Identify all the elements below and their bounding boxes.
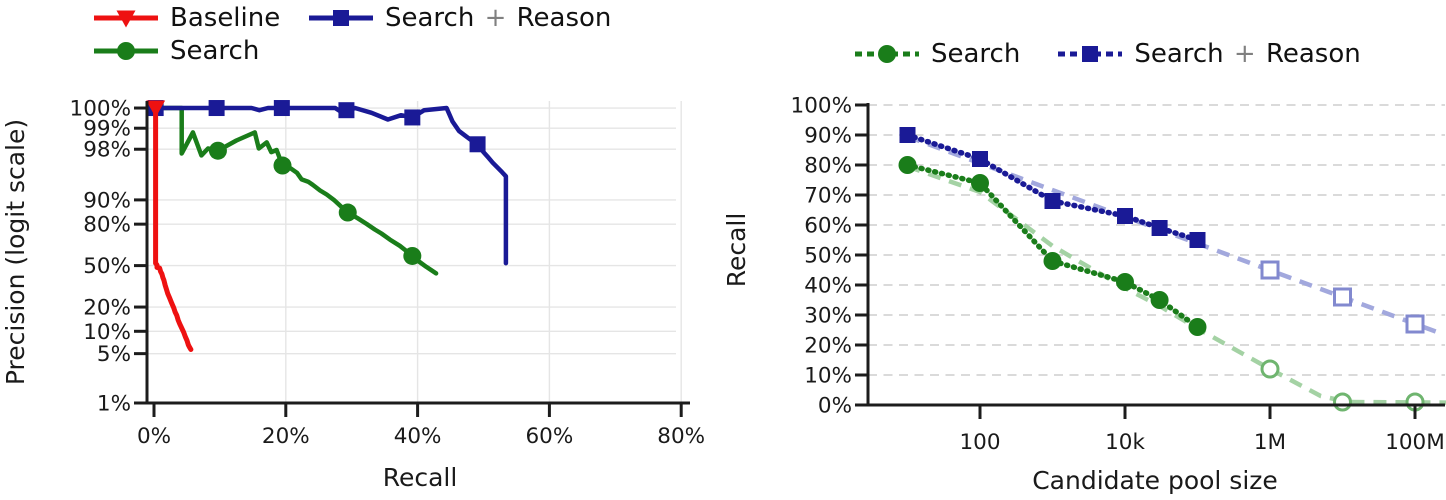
legend-item-search: Search	[853, 39, 1020, 69]
y-tick-label: 0%	[818, 394, 852, 419]
x-tick-label: 60%	[526, 424, 574, 449]
search-marker	[273, 156, 292, 175]
gridlines	[147, 101, 682, 403]
baseline-line	[153, 105, 194, 352]
search-marker	[1116, 273, 1134, 291]
x-tick-label: 100	[959, 430, 1000, 455]
y-tick-label: 80%	[83, 213, 131, 238]
search-marker	[338, 203, 357, 222]
search-reason-marker	[273, 100, 290, 117]
legend-marker-square	[1082, 46, 1099, 62]
y-tick-label: 10%	[83, 320, 131, 345]
legend-swatch	[309, 10, 373, 26]
x-tick-label: 80%	[657, 424, 705, 449]
legend-item-search-reason: Search + Reason	[307, 3, 611, 33]
search-marker	[898, 156, 917, 174]
search-reason-marker	[1189, 232, 1206, 248]
x-tick-label: 0%	[137, 424, 171, 449]
x-tick-label: 20%	[262, 424, 310, 449]
y-tick-label: 10%	[804, 364, 852, 389]
y-tick-label: 20%	[83, 296, 131, 321]
search-reason-marker	[338, 102, 355, 119]
legend-marker-square	[333, 10, 349, 26]
y-tick-label: 98%	[83, 138, 131, 163]
search-extrapolated-marker	[1333, 392, 1352, 412]
legend-label: Search	[170, 36, 260, 66]
legend-item-search-reason: Search + Reason	[1056, 39, 1361, 69]
y-tick-label: 100%	[791, 94, 852, 119]
y-tick-label: 99%	[83, 117, 131, 142]
search-reason-marker	[1044, 193, 1061, 209]
x-axis-label-recall: Recall	[383, 463, 458, 492]
legend-label: Baseline	[170, 3, 281, 33]
plus-sign: +	[1233, 39, 1256, 69]
y-axis-label-recall: Recall	[723, 213, 751, 288]
y-tick-label: 70%	[804, 184, 852, 209]
y-tick-label: 100%	[70, 97, 131, 122]
search-reason-marker	[899, 127, 916, 143]
recall-vs-pool-size-chart: 0% 10% 20% 30% 40% 50% 60% 70% 80% 90% 100% 100 10k 1…	[723, 0, 1446, 500]
legend-label: Search + Reason	[385, 3, 612, 33]
x-tick-label: 10k	[1105, 430, 1145, 455]
legend-item-baseline: Baseline	[92, 3, 307, 33]
y-tick-label: 20%	[804, 334, 852, 359]
search-reason-marker	[404, 109, 421, 126]
search-marker	[971, 174, 989, 192]
legend-marker-triangle-down	[116, 10, 136, 28]
search-reason-marker	[469, 136, 486, 153]
y-tick-label: 90%	[83, 188, 131, 213]
legend-swatch	[855, 45, 919, 63]
search-marker	[1188, 318, 1207, 336]
y-tick-label: 90%	[804, 124, 852, 149]
legend-swatch	[94, 42, 158, 60]
y-tick-label: 80%	[804, 154, 852, 179]
search-marker	[403, 246, 422, 265]
y-axis-label-precision: Precision (logit scale)	[1, 119, 30, 385]
legend-label: Search	[931, 39, 1021, 69]
x-tick-label: 40%	[394, 424, 442, 449]
search-reason-extrapolated-marker	[1333, 287, 1352, 307]
legend-marker-circle	[878, 45, 896, 63]
y-tick-label: 50%	[804, 244, 852, 269]
y-tick-label: 30%	[804, 304, 852, 329]
baseline-marker	[146, 100, 166, 118]
precision-recall-plot: 100%99%98%90%80%50%20%10%5%1%0% 20% 40% 60%…	[1, 97, 706, 492]
y-tick-label: 1%	[97, 391, 131, 416]
recall-vs-pool-size-plot: 0% 10% 20% 30% 40% 50% 60% 70% 80% 90% 100% 100 10k 1…	[723, 94, 1446, 495]
legend-left: Baseline Search + Reason Search	[92, 3, 611, 66]
search-line	[151, 105, 439, 276]
search-marker	[1043, 252, 1062, 270]
y-tick-label: 50%	[83, 254, 131, 279]
gridlines	[868, 104, 1445, 376]
legend-swatch	[1058, 46, 1123, 62]
search-extrapolated-marker	[1260, 359, 1280, 379]
search-reason-extrapolated-marker	[1405, 314, 1425, 334]
legend-item-search: Search	[92, 36, 307, 66]
plus-sign: +	[484, 3, 507, 33]
precision-recall-chart: 100% 99% 98% 90% 80% 50% 20% 10% 5% 1% 0% 20% 40% 60%…	[1, 3, 706, 492]
y-tick-label: 5%	[97, 342, 131, 367]
search-reason-marker	[972, 151, 988, 167]
legend-label: Search + Reason	[1134, 39, 1361, 69]
search-marker	[1150, 291, 1169, 309]
legend-right: Search Search + Reason	[853, 39, 1361, 69]
search-reason-marker	[208, 100, 225, 117]
x-tick-label: 100M	[1385, 430, 1445, 455]
x-axis-label-pool-size: Candidate pool size	[1032, 466, 1278, 495]
search-reason-marker	[1151, 220, 1168, 236]
legend-marker-circle	[117, 42, 135, 60]
search-reason-extrapolated-marker	[1260, 260, 1280, 280]
y-tick-label: 60%	[804, 214, 852, 239]
axes: 100%99%98%90%80%50%20%10%5%1%0% 20% 40% 60%…	[70, 97, 706, 449]
search-reason-marker	[1117, 208, 1133, 224]
search-reason-line	[151, 105, 509, 266]
search-marker	[208, 141, 227, 160]
legend-swatch	[94, 10, 158, 28]
x-tick-label: 1M	[1254, 430, 1286, 455]
y-tick-label: 40%	[804, 274, 852, 299]
axes: 0% 10% 20% 30% 40% 50% 60% 70% 80% 90% 100% 100 10k 1…	[791, 94, 1445, 455]
